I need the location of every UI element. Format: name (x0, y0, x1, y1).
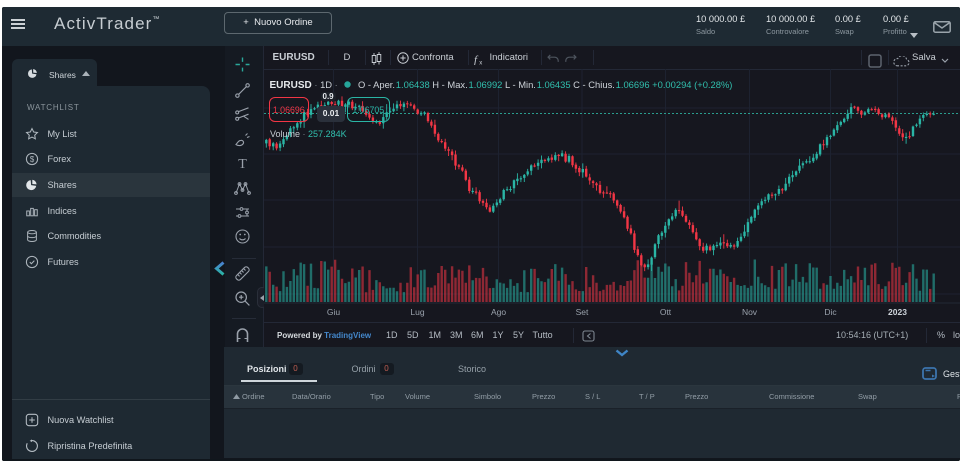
svg-text:$: $ (30, 155, 35, 164)
svg-text:Giu: Giu (326, 307, 340, 317)
svg-text:x: x (479, 60, 482, 65)
svg-text:Lug: Lug (410, 307, 424, 317)
svg-text:T: T (238, 157, 247, 172)
svg-text:Nov: Nov (741, 307, 757, 317)
svg-text:Dic: Dic (824, 307, 837, 317)
svg-text:Set: Set (575, 307, 588, 317)
svg-text:Ago: Ago (490, 307, 505, 317)
svg-text:Ott: Ott (659, 307, 671, 317)
svg-text:2023: 2023 (888, 307, 907, 317)
svg-text:f: f (474, 54, 479, 65)
